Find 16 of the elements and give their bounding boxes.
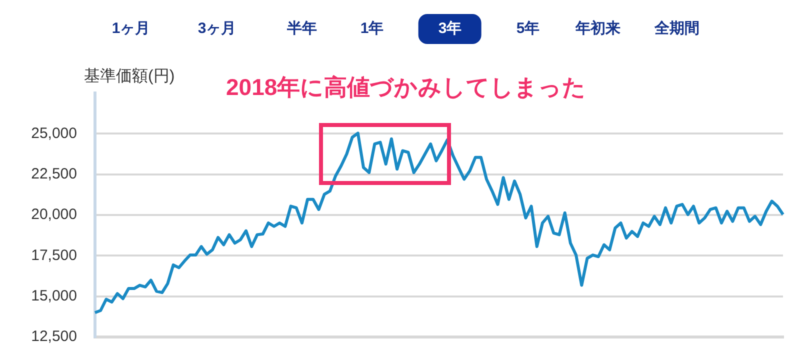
y-tick-label: 22,500: [31, 165, 77, 182]
text: 全期間: [653, 19, 700, 39]
y-axis-title: 基準価額(円): [84, 66, 175, 87]
annotation: 2018年に高値づかみしてしまった: [226, 73, 586, 102]
y-tick-label: 20,000: [31, 206, 77, 224]
text: 年初来: [574, 19, 622, 39]
text: 1年: [359, 19, 385, 39]
text: 3ヶ月: [196, 19, 238, 39]
y-tick-label: 17,500: [31, 246, 77, 264]
text: 5年: [515, 19, 541, 39]
text: 半年: [286, 19, 318, 39]
y-tick-label: 15,000: [31, 287, 77, 304]
y-tick-label: 12,500: [31, 328, 77, 346]
text: 1ヶ月: [110, 19, 152, 39]
y-tick-label: 25,000: [31, 124, 77, 142]
text: 3年: [418, 14, 482, 44]
